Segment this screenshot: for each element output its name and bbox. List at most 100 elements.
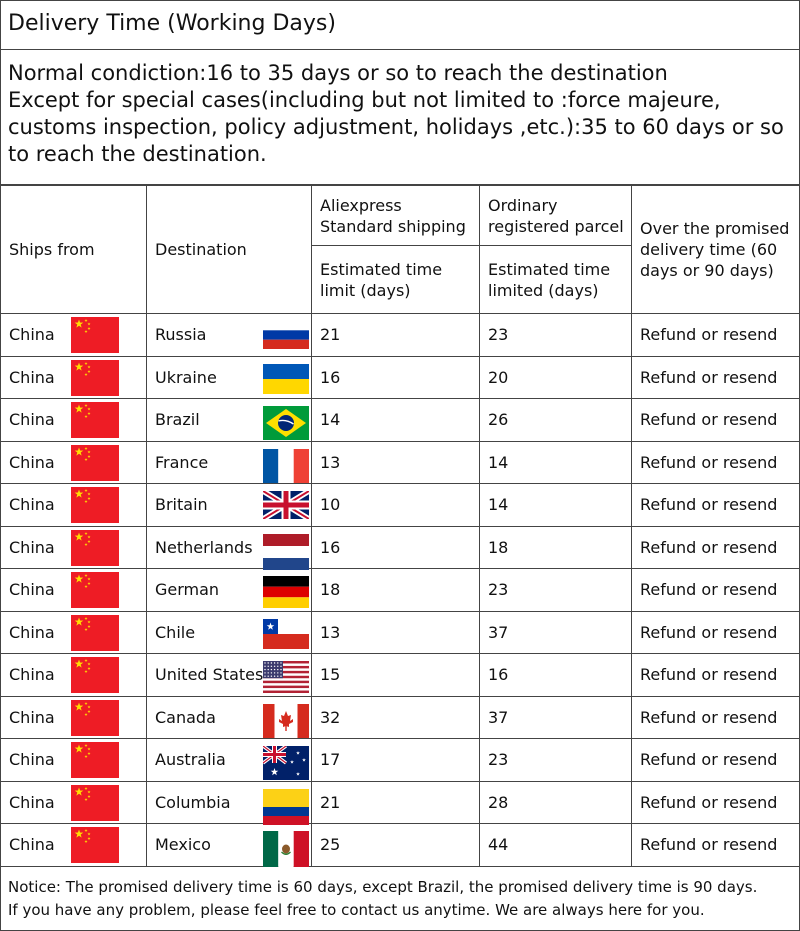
brazil-flag-icon <box>263 406 309 440</box>
condition-block: Normal condiction:16 to 35 days or so to… <box>0 50 800 185</box>
destination-label: United States <box>155 665 264 685</box>
china-flag-icon <box>71 784 119 821</box>
ships-from-label: China <box>9 495 55 515</box>
destination-cell: Mexico <box>146 823 312 867</box>
france-flag-icon <box>263 448 309 483</box>
action-cell: Refund or resend <box>631 525 800 569</box>
ships-from-cell: China <box>0 738 147 782</box>
ships-from-label: China <box>9 750 55 770</box>
ships-from-label: China <box>9 580 55 600</box>
action-cell: Refund or resend <box>631 823 800 867</box>
title-bar: Delivery Time (Working Days) <box>0 0 800 50</box>
aliexpress-days-cell: 16 <box>311 525 480 569</box>
russia-flag-icon <box>263 321 309 349</box>
china-flag-icon <box>71 359 119 396</box>
action-cell: Refund or resend <box>631 653 800 697</box>
ordinary-days-cell: 23 <box>479 738 632 782</box>
destination-label: Ukraine <box>155 367 217 387</box>
ships-from-label: China <box>9 410 55 430</box>
aliexpress-days-cell: 14 <box>311 398 480 442</box>
table-row: China Russia 21 23 Refund or resend <box>0 313 800 357</box>
destination-cell: Ukraine <box>146 355 312 399</box>
ships-from-cell: China <box>0 398 147 442</box>
china-flag-icon <box>71 487 119 523</box>
ordinary-days-cell: 23 <box>479 313 632 357</box>
aliexpress-days-cell: 21 <box>311 780 480 824</box>
ships-from-cell: China <box>0 610 147 654</box>
aliexpress-days-cell: 16 <box>311 355 480 399</box>
page-title: Delivery Time (Working Days) <box>8 11 336 36</box>
destination-cell: Russia <box>146 313 312 357</box>
header-est-ordinary: Estimated time limited (days) <box>479 245 632 314</box>
condition-line: customs inspection, policy adjustment, h… <box>8 115 784 139</box>
chile-flag-icon <box>263 618 309 649</box>
destination-cell: United States <box>146 653 312 697</box>
action-cell: Refund or resend <box>631 355 800 399</box>
ships-from-cell: China <box>0 653 147 697</box>
china-flag-icon <box>71 529 119 566</box>
aliexpress-days-cell: 18 <box>311 568 480 612</box>
destination-cell: Columbia <box>146 780 312 825</box>
action-cell: Refund or resend <box>631 610 800 654</box>
ships-from-cell: China <box>0 355 147 399</box>
aliexpress-days-cell: 15 <box>311 653 480 697</box>
action-cell: Refund or resend <box>631 440 800 484</box>
canada-flag-icon <box>263 703 309 738</box>
table-row: China Canada 32 37 Refund or resend <box>0 695 800 739</box>
ships-from-label: China <box>9 537 55 557</box>
ordinary-days-cell: 14 <box>479 483 632 527</box>
header-over-promised: Over the promised delivery time (60 days… <box>631 185 800 314</box>
action-cell: Refund or resend <box>631 568 800 612</box>
ships-from-label: China <box>9 452 55 472</box>
china-flag-icon <box>71 657 119 693</box>
destination-label: Mexico <box>155 835 211 855</box>
ships-from-cell: China <box>0 823 147 867</box>
ordinary-days-cell: 28 <box>479 780 632 824</box>
table-row: China Chile 13 37 Refund or resend <box>0 610 800 654</box>
ships-from-label: China <box>9 835 55 855</box>
notice-line: Notice: The promised delivery time is 60… <box>8 878 758 896</box>
destination-cell: Australia <box>146 738 312 782</box>
destination-label: Australia <box>155 750 226 770</box>
ships-from-label: China <box>9 792 55 812</box>
header-est-aliexpress: Estimated time limit (days) <box>311 245 480 314</box>
table-row: China Mexico 25 44 Refund or resend <box>0 823 800 867</box>
ordinary-days-cell: 37 <box>479 695 632 739</box>
table-row: China Australia 17 23 Refund or resend <box>0 738 800 782</box>
notice-block: Notice: The promised delivery time is 60… <box>0 867 800 931</box>
china-flag-icon <box>71 572 119 608</box>
aliexpress-days-cell: 13 <box>311 440 480 484</box>
header-destination: Destination <box>146 185 312 314</box>
britain-flag-icon <box>263 491 309 519</box>
table-row: China United States 15 16 Refund or resend <box>0 653 800 697</box>
aliexpress-days-cell: 25 <box>311 823 480 867</box>
ordinary-days-cell: 20 <box>479 355 632 399</box>
australia-flag-icon <box>263 746 309 780</box>
delivery-table: Ships from Destination Aliexpress Standa… <box>0 185 800 867</box>
china-flag-icon <box>71 317 119 353</box>
ships-from-label: China <box>9 707 55 727</box>
aliexpress-days-cell: 17 <box>311 738 480 782</box>
ships-from-cell: China <box>0 568 147 612</box>
ships-from-label: China <box>9 367 55 387</box>
destination-label: Netherlands <box>155 537 253 557</box>
ships-from-label: China <box>9 665 55 685</box>
table-row: China Netherlands 16 18 Refund or resend <box>0 525 800 570</box>
china-flag-icon <box>71 699 119 736</box>
header-ships-from: Ships from <box>0 185 147 314</box>
ships-from-label: China <box>9 325 55 345</box>
destination-label: France <box>155 452 209 472</box>
condition-line: to reach the destination. <box>8 142 267 166</box>
destination-cell: Netherlands <box>146 525 312 570</box>
aliexpress-days-cell: 32 <box>311 695 480 739</box>
table-row: China Columbia 21 28 Refund or resend <box>0 780 800 825</box>
condition-line: Normal condiction:16 to 35 days or so to… <box>8 61 668 85</box>
aliexpress-days-cell: 10 <box>311 483 480 527</box>
ships-from-cell: China <box>0 525 147 569</box>
ships-from-cell: China <box>0 313 147 357</box>
ordinary-days-cell: 16 <box>479 653 632 697</box>
ukraine-flag-icon <box>263 363 309 394</box>
action-cell: Refund or resend <box>631 738 800 782</box>
netherlands-flag-icon <box>263 533 309 570</box>
ships-from-label: China <box>9 622 55 642</box>
